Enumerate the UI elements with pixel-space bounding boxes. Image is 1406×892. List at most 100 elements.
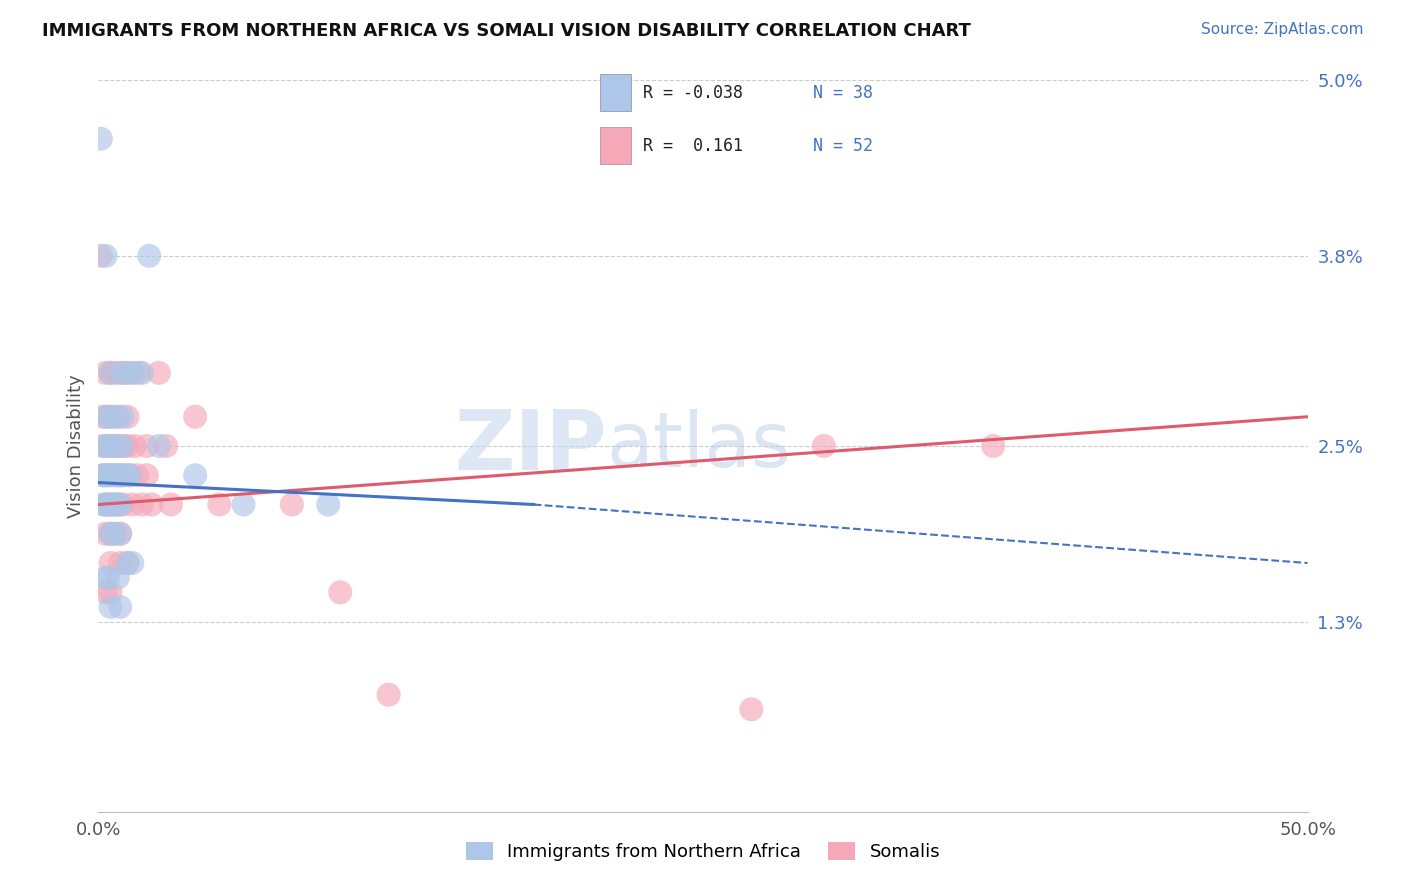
Point xyxy=(101,526,124,541)
Point xyxy=(111,468,134,483)
Point xyxy=(97,498,120,512)
Point xyxy=(131,498,153,512)
Point xyxy=(91,409,114,424)
Point xyxy=(107,439,129,453)
Point xyxy=(316,498,339,512)
Point xyxy=(148,366,170,380)
Point xyxy=(91,439,114,453)
Legend: Immigrants from Northern Africa, Somalis: Immigrants from Northern Africa, Somalis xyxy=(458,835,948,869)
Point xyxy=(981,439,1004,453)
Point xyxy=(117,439,139,453)
Text: N = 52: N = 52 xyxy=(813,137,873,155)
Point xyxy=(94,468,117,483)
Text: ZIP: ZIP xyxy=(454,406,606,486)
Point xyxy=(124,439,146,453)
Point xyxy=(94,526,117,541)
Point xyxy=(101,409,124,424)
Point xyxy=(97,439,120,453)
Point xyxy=(128,366,150,380)
Point xyxy=(100,468,122,483)
Point xyxy=(100,556,122,570)
Point xyxy=(97,409,120,424)
FancyBboxPatch shape xyxy=(600,128,631,164)
Point xyxy=(100,599,122,614)
Text: N = 38: N = 38 xyxy=(813,84,873,102)
Point xyxy=(100,526,122,541)
Point xyxy=(121,498,143,512)
Point xyxy=(90,249,112,263)
Text: R = -0.038: R = -0.038 xyxy=(643,84,744,102)
Point xyxy=(155,439,177,453)
Point xyxy=(148,439,170,453)
Point xyxy=(127,468,149,483)
Point xyxy=(97,439,120,453)
Point xyxy=(108,556,131,570)
Point xyxy=(118,468,141,483)
Y-axis label: Vision Disability: Vision Disability xyxy=(66,374,84,518)
Point xyxy=(94,585,117,599)
Point xyxy=(184,468,207,483)
Point xyxy=(100,585,122,599)
Point xyxy=(91,498,114,512)
Point xyxy=(141,498,163,512)
Point xyxy=(91,468,114,483)
Point xyxy=(111,468,134,483)
Point xyxy=(100,366,122,380)
Point xyxy=(100,498,122,512)
Point xyxy=(117,409,139,424)
Point xyxy=(111,439,134,453)
Point xyxy=(813,439,835,453)
Point xyxy=(101,439,124,453)
Point xyxy=(184,409,207,424)
Point xyxy=(111,439,134,453)
Point xyxy=(108,498,131,512)
Point xyxy=(740,702,762,716)
Point xyxy=(100,498,122,512)
Point xyxy=(100,366,122,380)
Point xyxy=(107,498,129,512)
Point xyxy=(121,556,143,570)
Point xyxy=(232,498,254,512)
Point xyxy=(117,468,139,483)
Point xyxy=(94,249,117,263)
Point xyxy=(94,468,117,483)
Point xyxy=(104,366,127,380)
Point xyxy=(124,366,146,380)
Point xyxy=(107,409,129,424)
Point xyxy=(108,526,131,541)
Point xyxy=(94,498,117,512)
Point xyxy=(107,439,129,453)
Point xyxy=(104,526,127,541)
Point xyxy=(117,556,139,570)
Point xyxy=(135,439,157,453)
Point xyxy=(117,366,139,380)
Point xyxy=(329,585,352,599)
Text: IMMIGRANTS FROM NORTHERN AFRICA VS SOMALI VISION DISABILITY CORRELATION CHART: IMMIGRANTS FROM NORTHERN AFRICA VS SOMAL… xyxy=(42,22,972,40)
Point xyxy=(121,366,143,380)
Point xyxy=(281,498,304,512)
Text: Source: ZipAtlas.com: Source: ZipAtlas.com xyxy=(1201,22,1364,37)
Point xyxy=(108,599,131,614)
Point xyxy=(100,468,122,483)
Text: atlas: atlas xyxy=(606,409,792,483)
Point xyxy=(90,132,112,146)
Point xyxy=(138,249,160,263)
Point xyxy=(91,468,114,483)
Point xyxy=(94,409,117,424)
Point xyxy=(100,526,122,541)
Point xyxy=(111,409,134,424)
Point xyxy=(104,468,127,483)
Point xyxy=(94,366,117,380)
Point xyxy=(111,498,134,512)
Point xyxy=(135,468,157,483)
Point xyxy=(101,498,124,512)
Point xyxy=(108,468,131,483)
Text: R =  0.161: R = 0.161 xyxy=(643,137,744,155)
Point xyxy=(91,439,114,453)
Point xyxy=(107,468,129,483)
Point xyxy=(101,498,124,512)
Point xyxy=(108,366,131,380)
Point xyxy=(111,366,134,380)
Point xyxy=(104,468,127,483)
Point xyxy=(108,468,131,483)
